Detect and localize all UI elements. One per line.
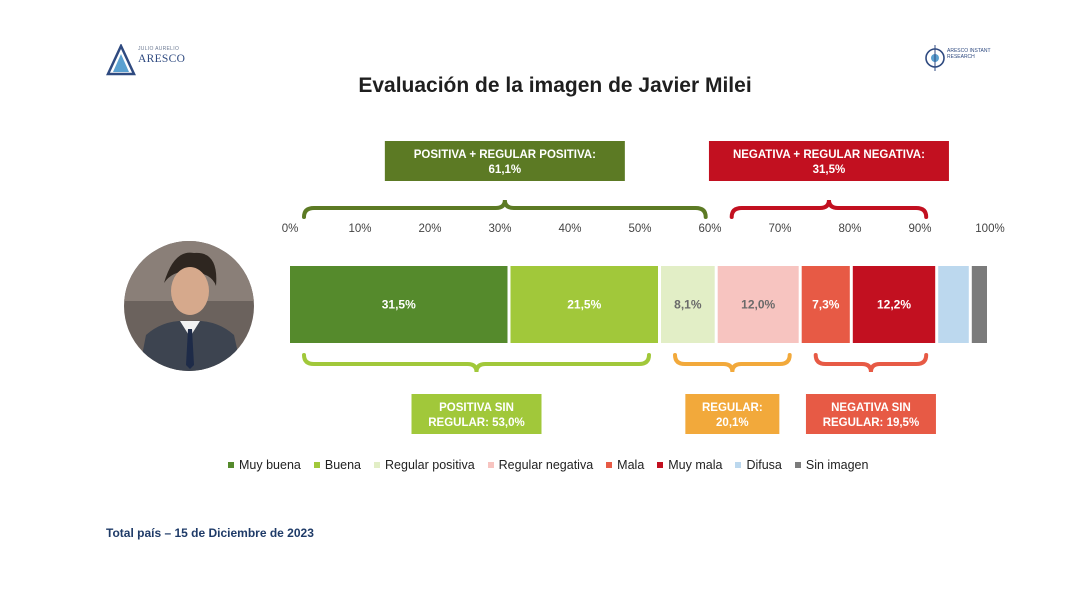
top-group-box — [384, 141, 625, 181]
aresco-instant-research-logo: ARESCO INSTANT RESEARCH — [924, 40, 1014, 82]
logo-small-text: JULIO AURELIO — [138, 46, 180, 52]
legend-item: Regular positiva — [374, 458, 475, 472]
bar-segment — [510, 266, 658, 343]
bottom-group-label: POSITIVA SIN — [439, 402, 514, 414]
x-tick-label: 30% — [488, 223, 511, 235]
legend-label: Buena — [324, 458, 362, 472]
legend-item: Muy buena — [228, 458, 301, 472]
curly-bracket — [813, 353, 929, 373]
legend-swatch — [794, 462, 801, 468]
bottom-group-box — [411, 394, 542, 434]
bar-segment — [801, 266, 850, 343]
curly-bracket — [729, 199, 929, 219]
legend-swatch — [657, 462, 664, 468]
curly-bracket — [302, 353, 651, 373]
legend-label: Regular positiva — [385, 458, 475, 472]
bar-segment — [971, 266, 987, 343]
bar-data-label: 7,3% — [812, 298, 840, 312]
bar-data-label: 31,5% — [382, 298, 416, 312]
bar-data-label: 8,1% — [674, 298, 702, 312]
top-group-value: 61,1% — [489, 164, 522, 176]
x-tick-label: 40% — [558, 223, 581, 235]
legend-item: Muy mala — [657, 458, 722, 472]
legend-label: Muy buena — [239, 458, 301, 472]
top-group-box — [708, 141, 949, 181]
footer-note: Total país – 15 de Diciembre de 2023 — [106, 526, 314, 540]
x-tick-label: 60% — [698, 223, 721, 235]
bar-data-label: 12,2% — [877, 298, 911, 312]
bottom-group-label: NEGATIVA SIN — [831, 402, 911, 414]
legend-swatch — [487, 462, 494, 468]
legend-swatch — [313, 462, 320, 468]
curly-bracket — [302, 199, 708, 219]
x-tick-label: 80% — [838, 223, 861, 235]
legend-item: Sin imagen — [794, 458, 869, 472]
bottom-group-label: REGULAR: — [702, 402, 763, 414]
x-tick-label: 90% — [908, 223, 931, 235]
bar-segment — [717, 266, 799, 343]
bottom-group-box — [805, 394, 936, 434]
top-group-label: NEGATIVA + REGULAR NEGATIVA: — [733, 149, 925, 161]
x-tick-label: 0% — [282, 223, 299, 235]
bar-segment — [938, 266, 969, 343]
curly-bracket — [673, 353, 792, 373]
legend-item: Regular negativa — [487, 458, 594, 472]
legend-label: Sin imagen — [805, 458, 869, 472]
x-tick-label: 70% — [768, 223, 791, 235]
legend-swatch — [606, 462, 613, 468]
bar-segment — [290, 266, 508, 343]
legend-label: Muy mala — [668, 458, 723, 472]
logo-name: ARESCO — [138, 53, 186, 65]
x-tick-label: 100% — [975, 223, 1004, 235]
chart-legend: Muy buena Buena Regular positiva Regular ne… — [228, 455, 881, 475]
bar-data-label: 12,0% — [741, 298, 775, 312]
legend-swatch — [374, 462, 381, 468]
bar-segment — [661, 266, 715, 343]
x-tick-label: 10% — [348, 223, 371, 235]
bar-segment — [852, 266, 936, 343]
triangle-logo-icon — [106, 43, 136, 76]
page-title: Evaluación de la imagen de Javier Milei — [358, 74, 752, 97]
bottom-group-value: 20,1% — [716, 417, 749, 429]
x-tick-label: 20% — [418, 223, 441, 235]
legend-item: Mala — [606, 458, 644, 472]
globe-logo-icon — [925, 45, 945, 71]
bar-data-label: 21,5% — [567, 298, 601, 312]
aresco-logo: JULIO AURELIO ARESCO — [106, 43, 196, 78]
legend-label: Difusa — [746, 458, 782, 472]
top-group-value: 31,5% — [813, 164, 846, 176]
legend-item: Buena — [313, 458, 362, 472]
logo-research-text: ARESCO INSTANT RESEARCH — [947, 48, 991, 60]
bottom-group-value: REGULAR: 19,5% — [823, 417, 920, 429]
bottom-group-box — [685, 394, 780, 434]
legend-item: Difusa — [735, 458, 782, 472]
legend-label: Mala — [617, 458, 645, 472]
legend-swatch — [228, 462, 234, 468]
x-tick-label: 50% — [628, 223, 651, 235]
legend-swatch — [735, 462, 742, 468]
top-group-label: POSITIVA + REGULAR POSITIVA: — [414, 149, 596, 161]
legend-label: Regular negativa — [498, 458, 594, 472]
bottom-group-value: REGULAR: 53,0% — [428, 417, 525, 429]
